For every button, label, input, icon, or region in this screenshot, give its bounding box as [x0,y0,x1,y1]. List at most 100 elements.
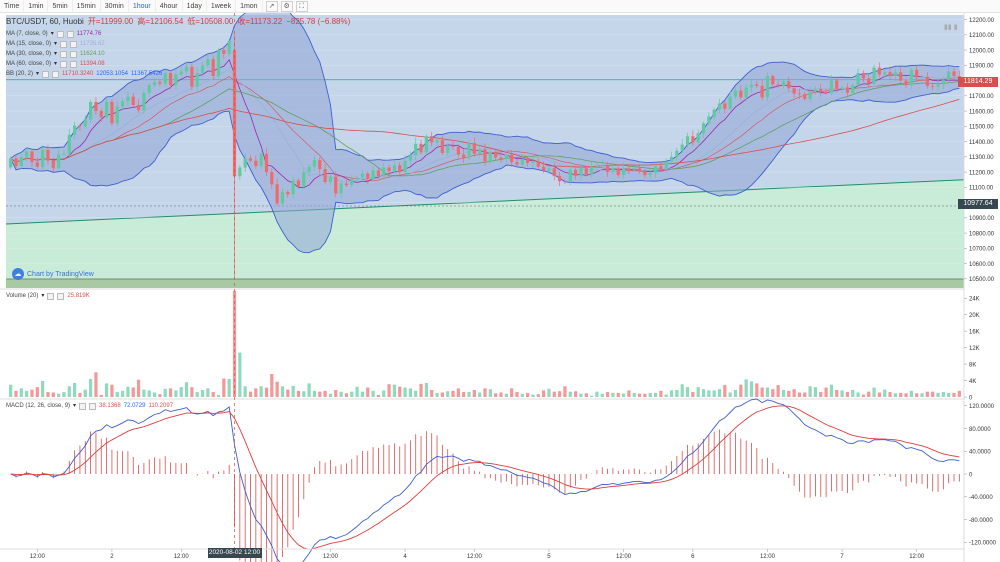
time-axis-label: 12:00 [174,554,190,560]
timeframe-4hour[interactable]: 4hour [156,0,183,13]
candle [339,183,343,194]
indicator-icon[interactable]: ↗ [265,0,278,12]
volume-bar [104,383,109,397]
time-axis-label: 12:00 [760,554,776,560]
candle [621,168,626,176]
candle [264,153,269,173]
candle [792,88,796,94]
volume-bar [206,388,210,397]
volume-bar [291,385,295,397]
volume-bar [126,386,130,397]
candle [371,170,375,179]
candle [765,76,770,98]
candle [403,160,407,173]
volume-bar [478,392,482,397]
candle [605,165,610,173]
volume-bar [147,390,151,397]
candle [62,153,66,155]
price-axis-label: 10500.00 [969,277,995,283]
candle [835,80,839,89]
volume-bar [99,394,103,397]
volume-bar [808,386,812,397]
bb-lower-line [10,87,960,254]
volume-bar [94,372,98,397]
candle [312,159,317,167]
volume-bar [739,384,743,397]
volume-bar [312,390,317,397]
volume-bar [744,379,748,397]
volume-bar [840,390,844,397]
volume-bar [909,390,913,397]
chart-area[interactable]: 10500.00 10600.00 10700.00 10800.00 10900.00… [0,13,1000,562]
candle [430,136,434,143]
volume-bar [355,386,359,397]
candle [536,161,540,167]
candle [142,92,146,111]
volume-bar [632,392,636,397]
candle [542,166,546,171]
timeframe-time[interactable]: Time [0,0,25,13]
candle [952,71,956,77]
volume-bar [723,385,727,397]
volume-bar [749,381,754,397]
volume-bar [328,393,333,397]
candle [723,103,727,109]
candle [515,162,519,165]
volume-bar [168,388,173,397]
trend-line[interactable] [5,179,965,225]
volume-bar [787,390,791,397]
candle [749,84,754,88]
candle [211,59,215,77]
candle [611,168,615,173]
volume-bar [408,388,412,397]
candle [856,72,860,86]
candle [861,72,866,79]
timeframe-30min[interactable]: 30min [101,0,129,13]
candle [467,143,471,159]
candle [419,143,423,153]
volume-bar [675,390,679,397]
volume-bar [568,391,572,397]
volume-bar [19,388,23,397]
volume-bar [845,392,850,397]
candle [344,183,349,186]
timeframe-1min[interactable]: 1min [24,0,49,13]
candle [957,76,961,79]
volume-bar [781,390,786,397]
volume-bar [536,394,540,397]
candle [920,76,924,78]
settings-icon[interactable]: ⚙ [280,0,293,12]
fullscreen-icon[interactable]: ⛶ [295,0,308,12]
timeframe-1week[interactable]: 1week [207,0,237,13]
timeframe-1hour[interactable]: 1hour [129,0,156,13]
volume-bar [446,391,450,397]
time-axis-label: 7 [840,554,844,560]
timeframe-1mon[interactable]: 1mon [236,0,263,13]
volume-bar [883,389,887,397]
volume-bar [542,390,546,397]
volume-bar [195,392,199,397]
price-axis-label: 11700.00 [969,94,994,100]
candle [733,90,738,97]
volume-bar [936,392,940,397]
candle [334,176,338,194]
candle [472,143,476,154]
timeframe-15min[interactable]: 15min [73,0,101,13]
candle [350,178,354,186]
price-axis-label: 11900.00 [969,64,994,70]
timeframe-1day[interactable]: 1day [183,0,207,13]
candle [440,140,444,154]
candle [627,168,631,170]
volume-bar [520,393,524,397]
timeframe-5min[interactable]: 5min [48,0,73,13]
volume-bar [9,384,13,397]
volume-bar [350,391,354,397]
time-axis-label: 2 [110,554,114,560]
candle [653,165,658,173]
candle [190,66,194,87]
candle [120,101,125,107]
candle [83,119,87,127]
candle [110,101,114,124]
candle [840,87,844,89]
macd-axis-label: 0 [969,472,973,478]
